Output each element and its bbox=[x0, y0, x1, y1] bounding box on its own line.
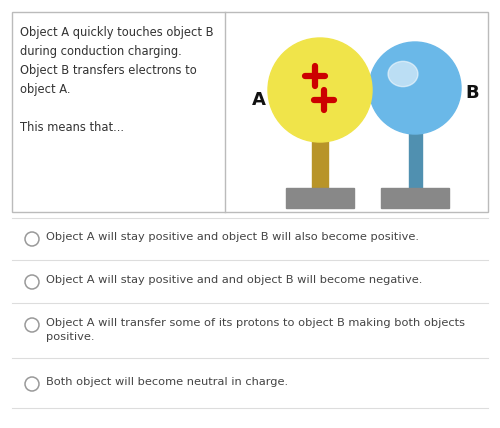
Text: Object A will stay positive and object B will also become positive.: Object A will stay positive and object B… bbox=[46, 232, 419, 242]
Text: Object A will transfer some of its protons to object B making both objects
posit: Object A will transfer some of its proto… bbox=[46, 318, 465, 342]
Text: B: B bbox=[465, 84, 478, 102]
Text: Object A will stay positive and and object B will become negative.: Object A will stay positive and and obje… bbox=[46, 275, 422, 285]
Circle shape bbox=[25, 377, 39, 391]
Ellipse shape bbox=[388, 61, 418, 86]
Text: A: A bbox=[252, 91, 266, 109]
Bar bbox=[286, 188, 354, 208]
Circle shape bbox=[25, 318, 39, 332]
Text: Both object will become neutral in charge.: Both object will become neutral in charg… bbox=[46, 377, 288, 387]
Bar bbox=[408, 130, 422, 188]
Text: Object A quickly touches object B
during conduction charging.
Object B transfers: Object A quickly touches object B during… bbox=[20, 26, 214, 134]
Circle shape bbox=[268, 38, 372, 142]
Circle shape bbox=[25, 232, 39, 246]
Bar bbox=[312, 135, 328, 188]
Circle shape bbox=[25, 275, 39, 289]
Bar bbox=[381, 188, 449, 208]
Bar bbox=[12, 12, 488, 212]
Circle shape bbox=[369, 42, 461, 134]
